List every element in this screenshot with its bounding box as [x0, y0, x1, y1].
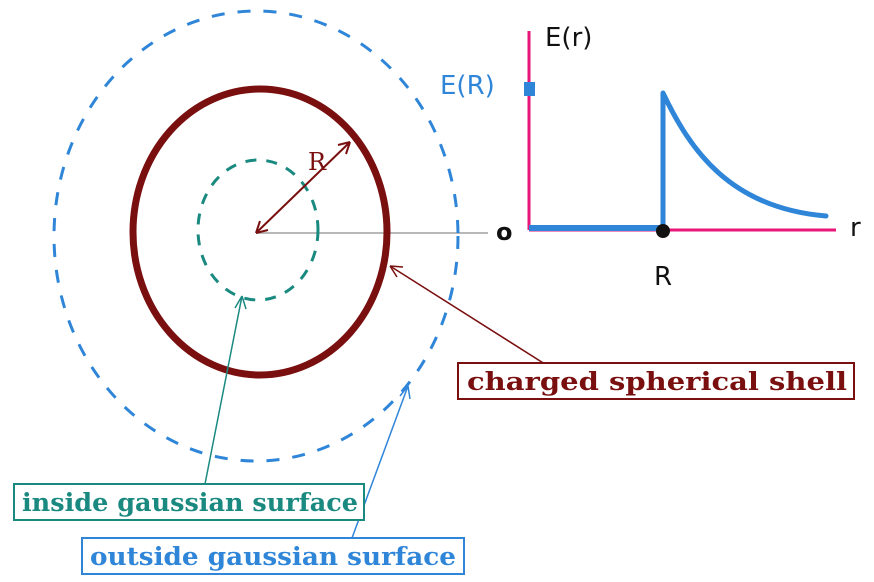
shell-callout-box — [457, 362, 855, 400]
radius-arrowhead-outer — [337, 141, 351, 155]
inside-gaussian-circle — [196, 158, 320, 302]
shell-leader-arrowhead — [389, 265, 404, 278]
e-at-r-label: E(R) — [440, 71, 495, 101]
outside-gaussian-circle — [52, 9, 460, 463]
radius-arrowhead-inner — [255, 220, 269, 234]
radius-label: R — [308, 148, 327, 176]
field-decay-curve — [660, 90, 829, 219]
outside-leader-arrowhead — [399, 385, 411, 400]
outside-callout-box — [81, 537, 465, 575]
charged-shell-circle — [129, 85, 391, 379]
r-tick-label: R — [654, 262, 672, 292]
origin-label: o — [496, 218, 513, 246]
shell-leader — [389, 265, 549, 367]
inside-callout-box — [13, 483, 365, 521]
axis-y-label: E(r) — [545, 23, 592, 53]
e-at-r-marker — [524, 82, 535, 96]
shell-callout: charged spherical shell — [467, 367, 847, 396]
inside-leader-arrowhead — [234, 295, 247, 310]
r-point-marker — [656, 224, 670, 238]
axis-x-label: r — [850, 213, 861, 243]
radius-arrow — [255, 141, 351, 234]
inside-leader — [204, 295, 243, 485]
inside-callout: inside gaussian surface — [22, 488, 358, 517]
outside-callout: outside gaussian surface — [90, 542, 456, 571]
